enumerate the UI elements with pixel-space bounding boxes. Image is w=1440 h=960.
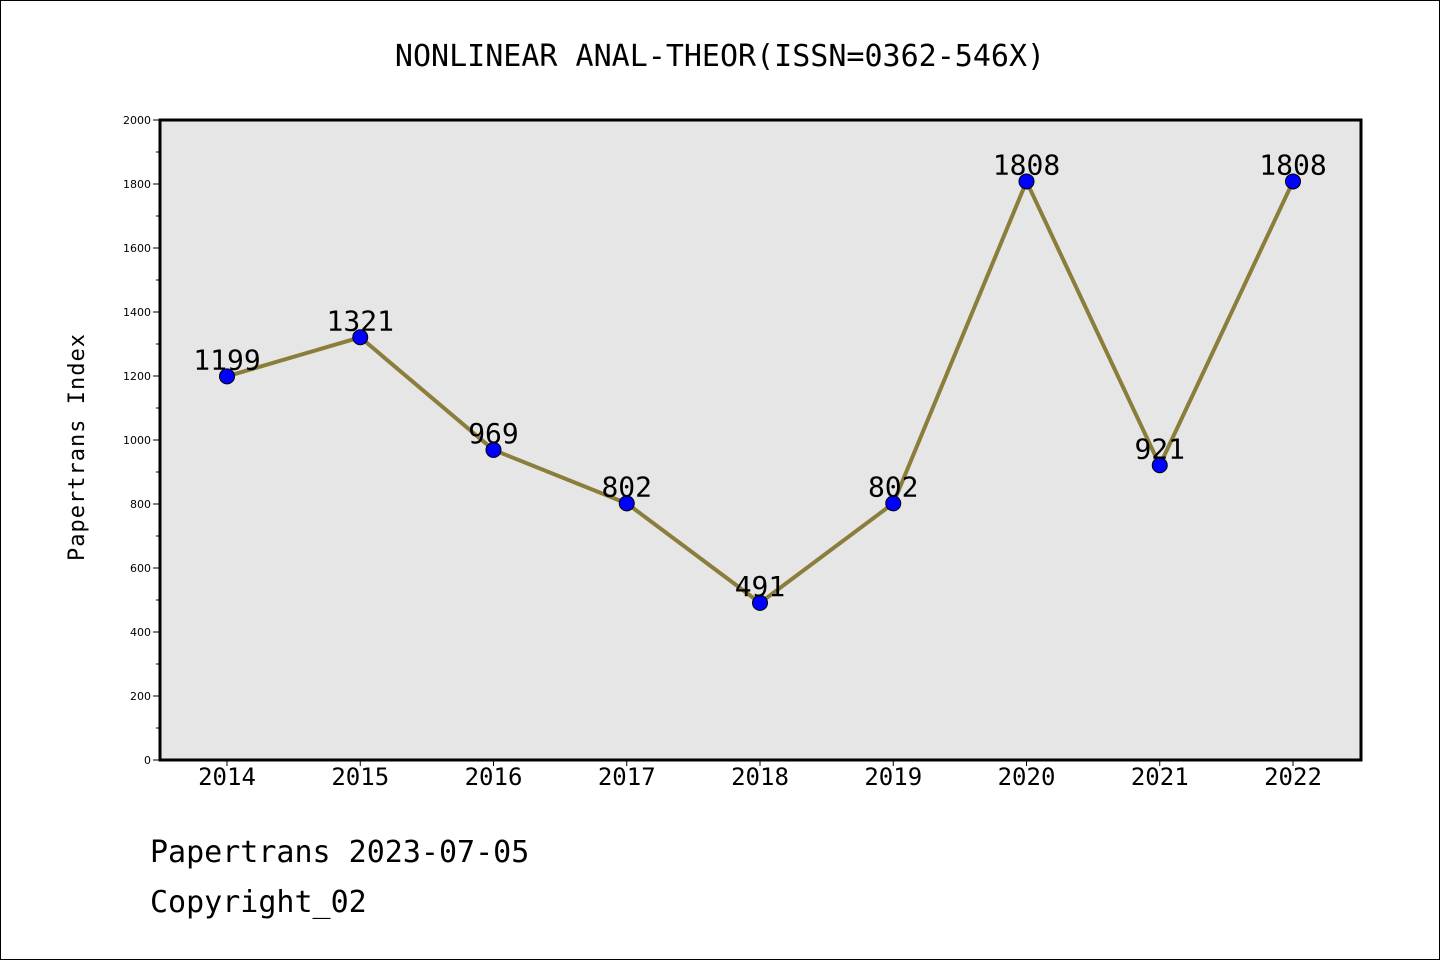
- y-tick-label: 1400: [123, 306, 151, 319]
- data-point: [885, 495, 902, 512]
- data-label: 1808: [993, 148, 1060, 181]
- x-tick-label: 2014: [198, 763, 256, 791]
- data-point: [485, 441, 502, 458]
- y-axis-label: Papertrans Index: [65, 333, 90, 561]
- x-tick-label: 2021: [1131, 763, 1189, 791]
- data-point: [752, 594, 768, 611]
- data-label: 802: [868, 470, 919, 503]
- data-label: 802: [601, 470, 652, 503]
- y-tick-label: 400: [130, 626, 151, 639]
- data-point: [618, 495, 635, 512]
- x-tick-label: 2015: [331, 763, 389, 791]
- data-label: 1199: [193, 343, 260, 376]
- plot-border: [158, 118, 1363, 762]
- data-labels: 1199 1321 969 802 491 802 1808 921 1808: [193, 148, 1326, 602]
- data-point: [1285, 173, 1301, 190]
- x-tick-label: 2019: [864, 763, 922, 791]
- y-tick-label: 2000: [123, 114, 151, 127]
- y-tick-label: 1000: [123, 434, 151, 447]
- data-label: 491: [735, 570, 786, 603]
- y-tick-label: 1600: [123, 242, 151, 255]
- x-tick-label: 2022: [1264, 763, 1322, 791]
- x-tick-label: 2016: [465, 763, 523, 791]
- data-label: 1321: [327, 304, 394, 337]
- y-tick-label: 600: [130, 562, 151, 575]
- y-tick-label: 800: [130, 498, 151, 511]
- y-tick-label: 0: [144, 754, 151, 767]
- footer-copyright: Copyright_02: [150, 885, 367, 920]
- data-point: [352, 329, 369, 346]
- data-label: 921: [1134, 432, 1185, 465]
- data-label: 1808: [1259, 148, 1326, 181]
- y-axis-ticks: 0 200 400 600 800 1000 1200 1400 1600 1800 2000: [123, 114, 160, 767]
- series-layer: [219, 173, 1301, 611]
- y-tick-label: 1800: [123, 178, 151, 191]
- x-tick-label: 2020: [998, 763, 1056, 791]
- x-axis-ticks: 2014 2015 2016 2017 2018 2019 2020 2021 2022: [198, 760, 1322, 791]
- chart-title: NONLINEAR ANAL-THEOR(ISSN=0362-546X): [395, 39, 1045, 74]
- y-tick-label: 1200: [123, 370, 151, 383]
- x-tick-label: 2017: [598, 763, 656, 791]
- footer-date-line: Papertrans 2023-07-05: [150, 835, 530, 870]
- y-tick-label: 200: [130, 690, 151, 703]
- data-label: 969: [468, 417, 519, 450]
- data-point: [219, 368, 235, 385]
- plot-area: [160, 120, 1361, 760]
- data-point: [1018, 173, 1035, 190]
- data-point: [1151, 457, 1168, 474]
- x-tick-label: 2018: [731, 763, 789, 791]
